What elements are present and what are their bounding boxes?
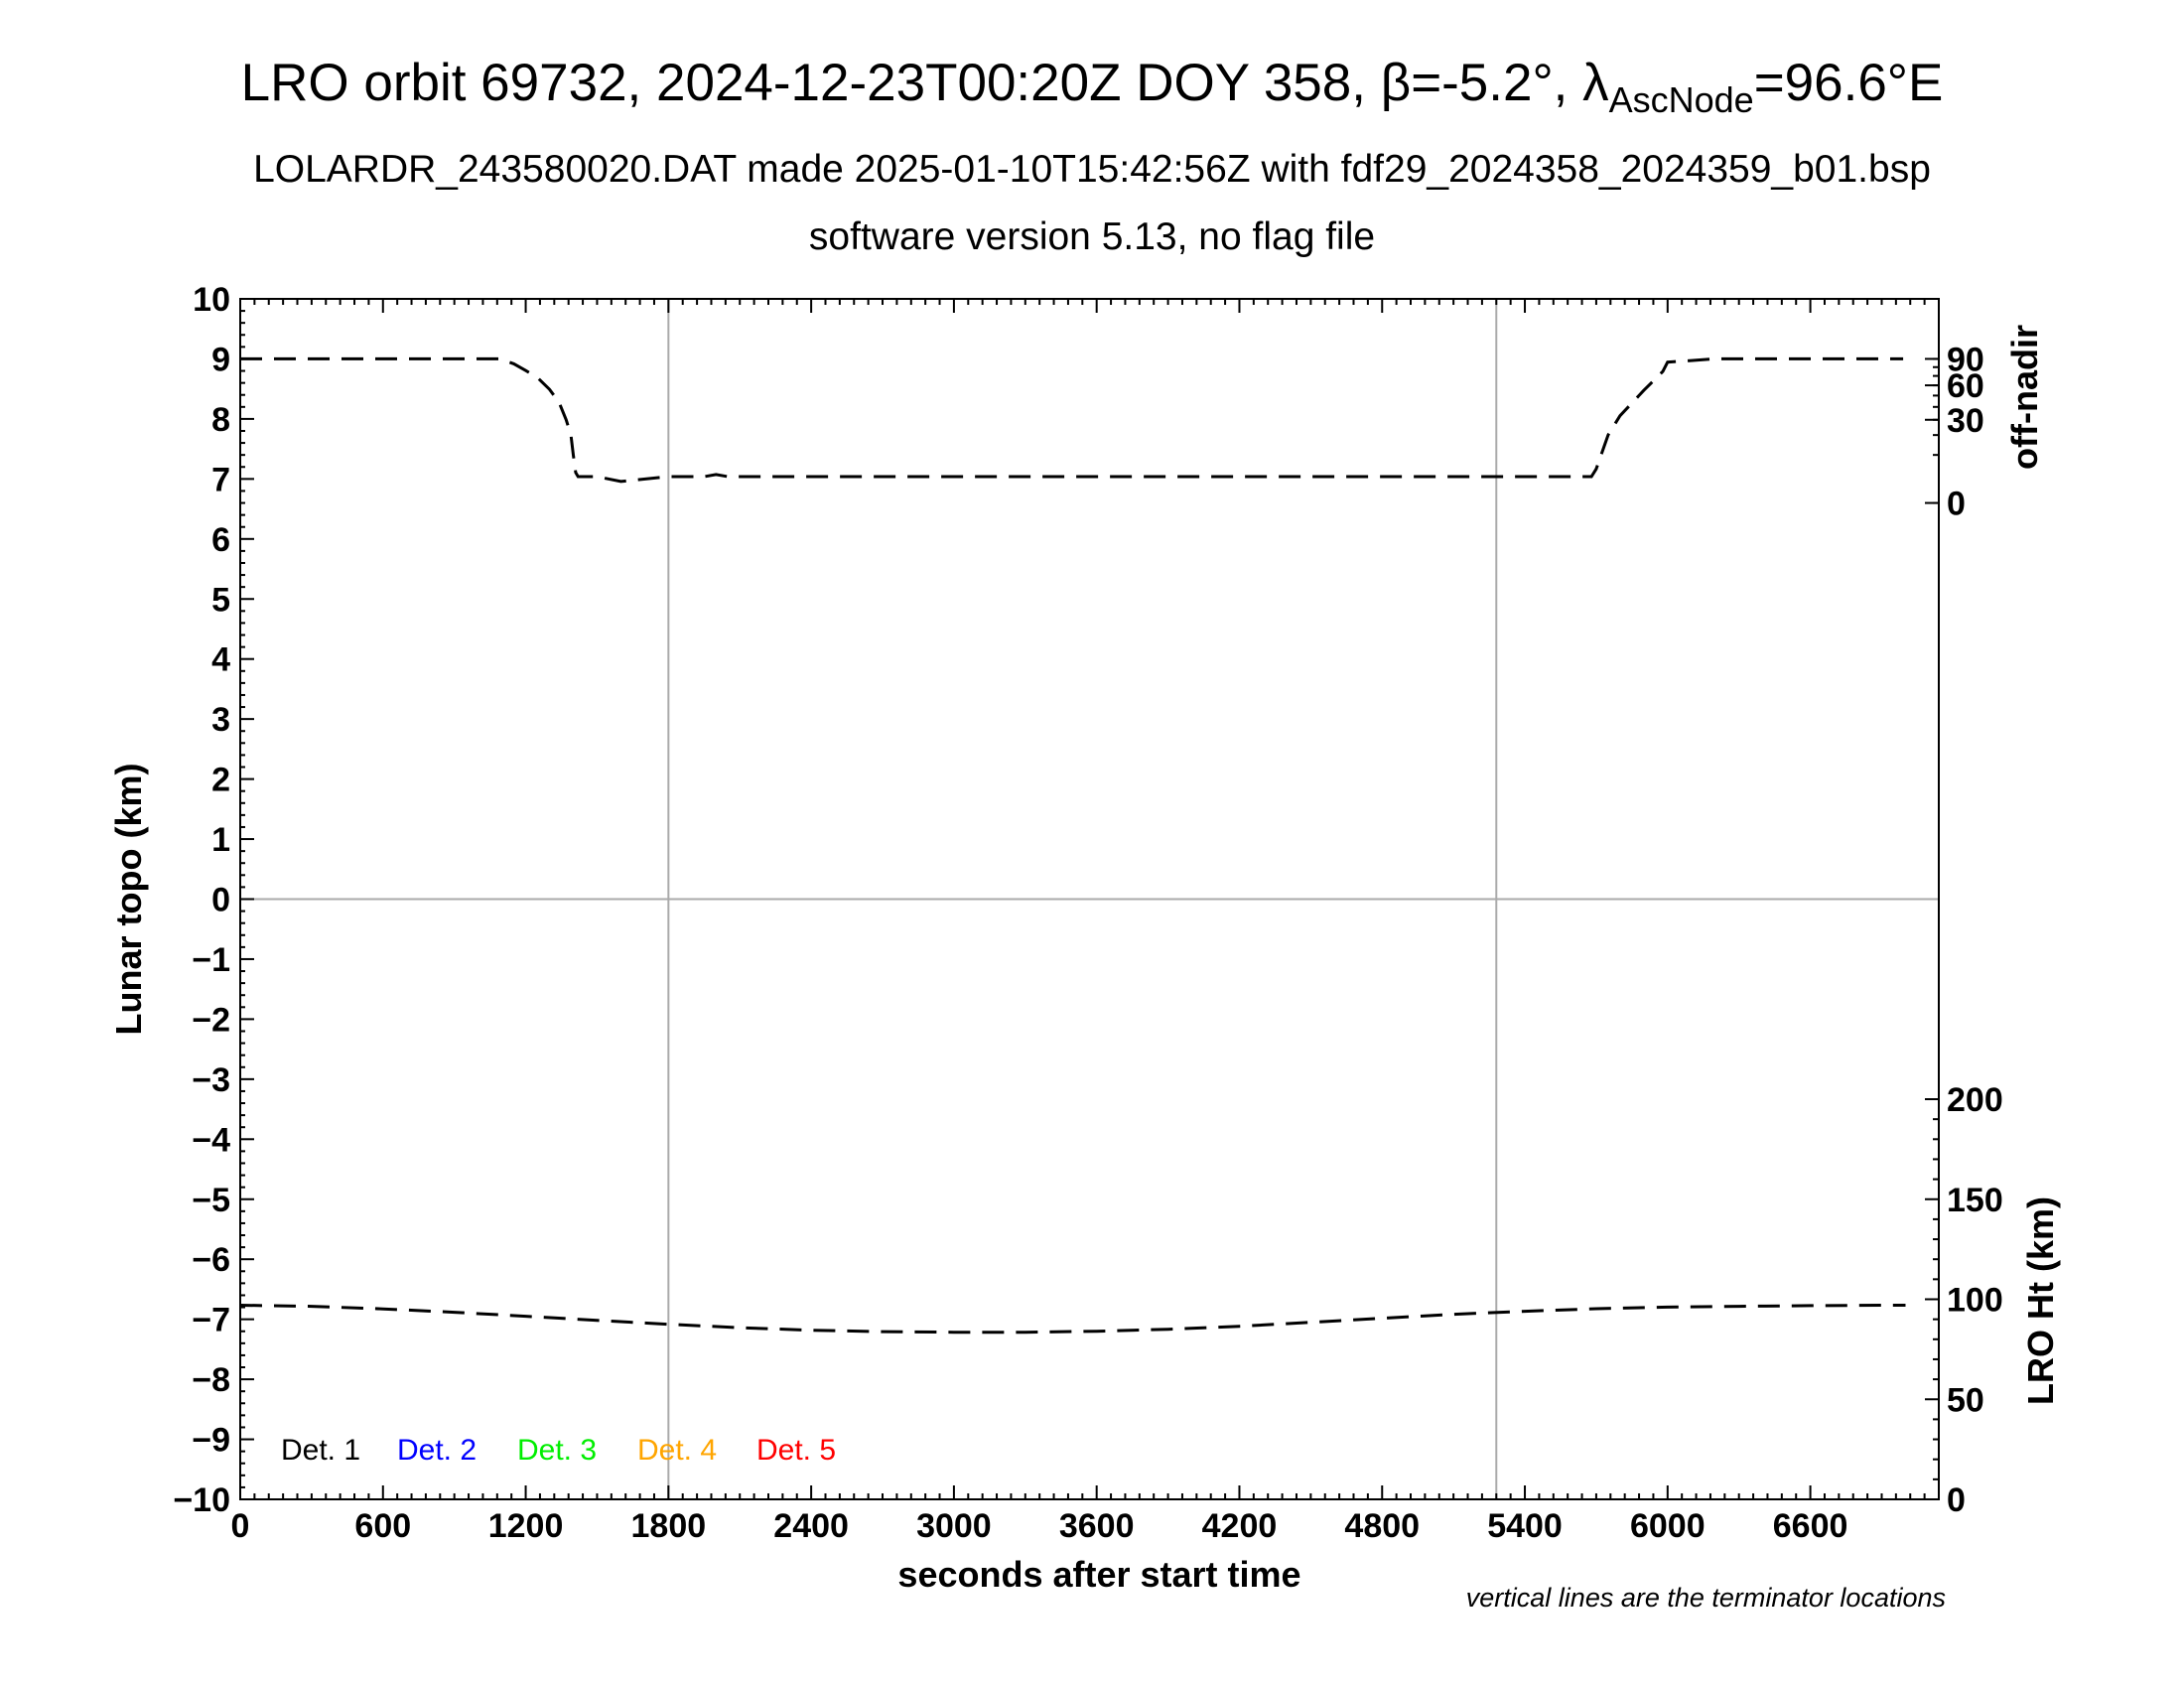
x-tick-label: 3000 — [916, 1507, 992, 1545]
y-tick-label-height: 150 — [1947, 1182, 2003, 1219]
offnadir-series-line — [240, 356, 1904, 484]
y-tick-label-left: −2 — [192, 1001, 230, 1039]
chart-title: LRO orbit 69732, 2024-12-23T00:20Z DOY 3… — [240, 54, 1944, 120]
y-tick-label-left: 2 — [211, 762, 230, 799]
y-tick-label-height: 200 — [1947, 1081, 2003, 1119]
x-axis-label: seconds after start time — [897, 1554, 1300, 1595]
legend-item-det-5: Det. 5 — [756, 1434, 836, 1467]
x-tick-label: 1800 — [631, 1507, 707, 1545]
x-tick-label: 4200 — [1202, 1507, 1278, 1545]
y-tick-label-left: −3 — [192, 1061, 230, 1099]
legend-item-det-2: Det. 2 — [397, 1434, 477, 1467]
series-layer — [239, 356, 1906, 1335]
y-tick-label-left: 7 — [211, 461, 230, 498]
y-tick-label-left: 8 — [211, 401, 230, 439]
y-axis-label-lro-height: LRO Ht (km) — [2020, 1196, 2061, 1405]
y-tick-label-left: −5 — [192, 1182, 230, 1219]
y-tick-label-left: −4 — [192, 1121, 230, 1159]
x-tick-label: 6600 — [1773, 1507, 1848, 1545]
x-tick-label: 1200 — [488, 1507, 564, 1545]
y-tick-label-height: 100 — [1947, 1282, 2003, 1320]
detector-legend: Det. 1 Det. 2 Det. 3 Det. 4 Det. 5 — [281, 1434, 836, 1467]
x-tick-label: 0 — [231, 1507, 250, 1545]
x-tick-label: 2400 — [773, 1507, 849, 1545]
x-tick-label: 600 — [354, 1507, 411, 1545]
plot-frame — [239, 298, 1940, 1500]
y-tick-label-left: −8 — [192, 1361, 230, 1399]
y-tick-label-left: 3 — [211, 701, 230, 739]
legend-item-det-1: Det. 1 — [281, 1434, 360, 1467]
y-tick-label-left: 9 — [211, 341, 230, 378]
y-tick-label-left: −1 — [192, 941, 230, 979]
y-tick-label-height: 50 — [1947, 1381, 1984, 1419]
y-tick-label-left: −10 — [173, 1481, 230, 1519]
y-tick-label-height: 0 — [1947, 1481, 1966, 1519]
legend-item-det-4: Det. 4 — [637, 1434, 717, 1467]
y-tick-label-left: 5 — [211, 581, 230, 619]
y-tick-label-left: 0 — [211, 882, 230, 919]
y-tick-label-left: −9 — [192, 1422, 230, 1460]
x-tick-labels: 0 600 1200 1800 2400 3000 3600 4200 4800 5400 6000… — [231, 1507, 1848, 1545]
y-tick-label-offnadir: 30 — [1947, 402, 1984, 440]
y-axis-label-offnadir: off-nadir — [2004, 325, 2045, 470]
terminator-note: vertical lines are the terminator locati… — [1466, 1583, 1946, 1613]
y-tick-label-left: 1 — [211, 821, 230, 859]
chart-subtitle-software: software version 5.13, no flag file — [808, 215, 1376, 258]
y-tick-label-offnadir: 0 — [1947, 486, 1966, 523]
lro-height-series-line — [239, 1304, 1906, 1335]
y-tick-label-offnadir: 60 — [1947, 367, 1984, 405]
y-tick-label-left: −7 — [192, 1302, 230, 1339]
x-tick-label: 5400 — [1487, 1507, 1563, 1545]
grid-layer — [240, 299, 1939, 1499]
chart-subtitle-file: LOLARDR_243580020.DAT made 2025-01-10T15… — [253, 148, 1931, 191]
y-tick-label-left: −6 — [192, 1241, 230, 1279]
x-tick-label: 3600 — [1059, 1507, 1135, 1545]
y-axis-label-left: Lunar topo (km) — [108, 764, 149, 1036]
legend-item-det-3: Det. 3 — [517, 1434, 597, 1467]
y-tick-label-offnadir: 90 — [1947, 341, 1984, 378]
y-tick-label-left: 4 — [211, 641, 230, 679]
x-tick-label: 6000 — [1630, 1507, 1706, 1545]
y-tick-label-left: 10 — [193, 281, 230, 319]
x-tick-label: 4800 — [1344, 1507, 1420, 1545]
y-tick-label-left: 6 — [211, 521, 230, 559]
